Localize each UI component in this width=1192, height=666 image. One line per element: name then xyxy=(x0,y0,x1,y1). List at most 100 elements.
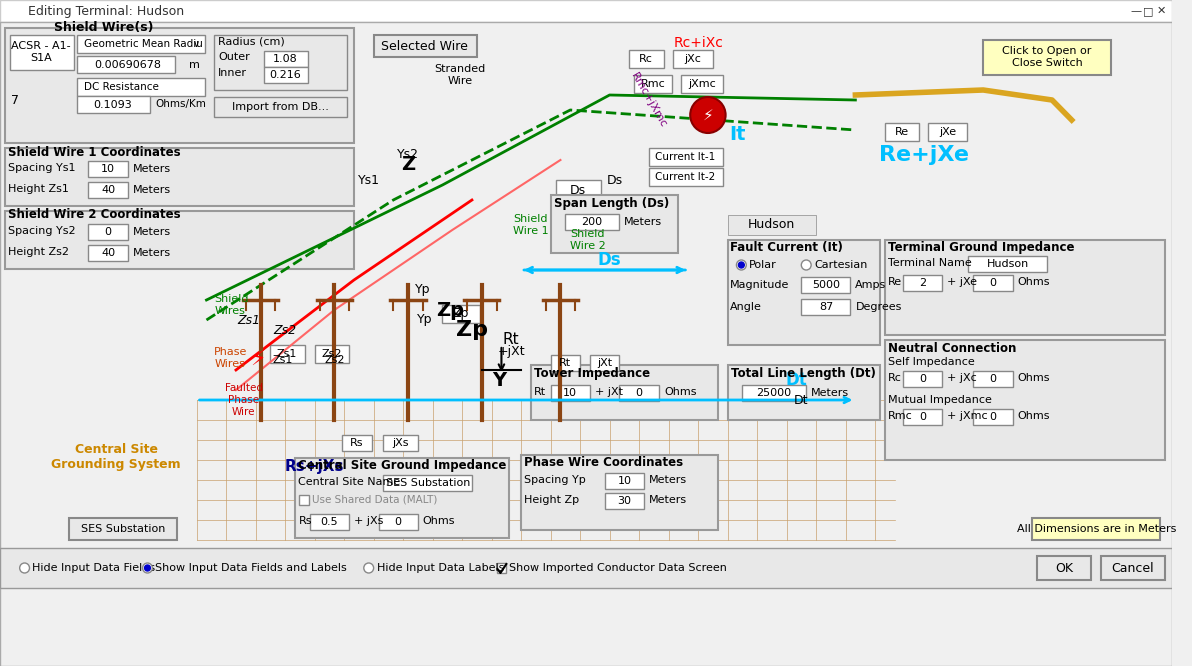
Text: 40: 40 xyxy=(101,248,116,258)
Text: +jXt: +jXt xyxy=(497,346,526,358)
Polygon shape xyxy=(182,380,905,540)
Text: Zp: Zp xyxy=(453,308,470,320)
FancyBboxPatch shape xyxy=(0,22,1172,666)
Text: 0: 0 xyxy=(989,374,997,384)
Text: 5000: 5000 xyxy=(812,280,840,290)
Text: Current It-1: Current It-1 xyxy=(656,152,715,162)
FancyBboxPatch shape xyxy=(373,35,477,57)
FancyBboxPatch shape xyxy=(5,148,354,206)
Text: 0: 0 xyxy=(395,517,402,527)
Text: Outer: Outer xyxy=(218,52,250,62)
Text: Shield
Wire 2: Shield Wire 2 xyxy=(570,229,606,251)
FancyBboxPatch shape xyxy=(1037,556,1092,580)
Text: ⚡: ⚡ xyxy=(702,107,713,123)
FancyBboxPatch shape xyxy=(442,305,480,323)
Text: jXs: jXs xyxy=(392,438,409,448)
FancyBboxPatch shape xyxy=(884,123,919,141)
FancyBboxPatch shape xyxy=(565,214,620,230)
FancyBboxPatch shape xyxy=(648,168,722,186)
Text: Shield Wire 2 Coordinates: Shield Wire 2 Coordinates xyxy=(8,208,180,222)
FancyBboxPatch shape xyxy=(342,435,372,451)
Text: Meters: Meters xyxy=(648,475,687,485)
Text: Phase
Wires: Phase Wires xyxy=(215,347,248,369)
Text: Meters: Meters xyxy=(648,495,687,505)
Text: Meters: Meters xyxy=(132,227,170,237)
FancyBboxPatch shape xyxy=(743,385,806,401)
Text: Zp: Zp xyxy=(436,300,465,320)
Text: Yp: Yp xyxy=(417,314,433,326)
FancyBboxPatch shape xyxy=(884,240,1165,335)
Text: Import from DB...: Import from DB... xyxy=(231,102,329,112)
Text: ACSR - A1-
S1A: ACSR - A1- S1A xyxy=(12,41,72,63)
FancyBboxPatch shape xyxy=(604,493,644,509)
FancyBboxPatch shape xyxy=(384,475,472,491)
Text: DC Resistance: DC Resistance xyxy=(83,82,159,92)
Text: It: It xyxy=(730,125,746,145)
Text: Zs2: Zs2 xyxy=(274,324,297,336)
Text: 0.1093: 0.1093 xyxy=(94,99,132,109)
FancyBboxPatch shape xyxy=(570,60,787,280)
Text: Ohms/Km: Ohms/Km xyxy=(155,99,206,109)
Text: Ohms: Ohms xyxy=(1018,411,1050,421)
FancyBboxPatch shape xyxy=(782,390,821,410)
FancyBboxPatch shape xyxy=(551,385,590,401)
Text: Total Line Length (Dt): Total Line Length (Dt) xyxy=(731,366,875,380)
FancyBboxPatch shape xyxy=(604,473,644,489)
FancyBboxPatch shape xyxy=(215,35,347,90)
Text: 1.08: 1.08 xyxy=(273,54,298,64)
Text: Zs2: Zs2 xyxy=(321,349,342,359)
Text: jXmc: jXmc xyxy=(688,79,716,89)
Circle shape xyxy=(19,563,30,573)
Text: jXt: jXt xyxy=(597,358,613,368)
FancyBboxPatch shape xyxy=(299,495,309,505)
Text: Fault Current (It): Fault Current (It) xyxy=(730,242,843,254)
Text: SES Substation: SES Substation xyxy=(385,478,470,488)
Text: Terminal Name: Terminal Name xyxy=(888,258,971,268)
Text: Height Zp: Height Zp xyxy=(524,495,579,505)
Text: Height Zs1: Height Zs1 xyxy=(8,184,69,194)
Text: Mutual Impedance: Mutual Impedance xyxy=(888,395,992,405)
Text: Yp: Yp xyxy=(415,284,430,296)
FancyBboxPatch shape xyxy=(590,355,620,371)
Text: Meters: Meters xyxy=(132,185,170,195)
FancyBboxPatch shape xyxy=(294,458,509,538)
Text: Angle: Angle xyxy=(730,302,762,312)
Text: + jXt: + jXt xyxy=(595,387,623,397)
Text: Editing Terminal: Hudson: Editing Terminal: Hudson xyxy=(27,5,184,17)
FancyBboxPatch shape xyxy=(551,195,678,253)
Text: Click to Open or
Close Switch: Click to Open or Close Switch xyxy=(1002,46,1092,68)
Text: + jXmc: + jXmc xyxy=(946,411,987,421)
Text: Phase Wire Coordinates: Phase Wire Coordinates xyxy=(524,456,683,468)
Text: 2: 2 xyxy=(919,278,926,288)
Polygon shape xyxy=(182,270,905,540)
FancyBboxPatch shape xyxy=(902,275,942,291)
Text: + jXs: + jXs xyxy=(354,516,384,526)
Circle shape xyxy=(144,565,150,571)
FancyBboxPatch shape xyxy=(727,240,880,345)
FancyBboxPatch shape xyxy=(648,148,722,166)
Circle shape xyxy=(801,260,811,270)
Text: Dt: Dt xyxy=(794,394,808,406)
Text: 0: 0 xyxy=(919,374,926,384)
Text: Zs1: Zs1 xyxy=(237,314,260,326)
Text: Shield
Wires: Shield Wires xyxy=(215,294,249,316)
Text: Rs: Rs xyxy=(299,516,312,526)
Text: Tower Impedance: Tower Impedance xyxy=(534,366,650,380)
Text: Central Site Ground Impedance: Central Site Ground Impedance xyxy=(298,460,507,472)
Text: 200: 200 xyxy=(582,217,602,227)
Text: Ohms: Ohms xyxy=(1018,277,1050,287)
Text: Rc: Rc xyxy=(639,54,653,64)
Text: Span Length (Ds): Span Length (Ds) xyxy=(553,196,669,210)
FancyBboxPatch shape xyxy=(974,275,1013,291)
Text: 0.5: 0.5 xyxy=(321,517,339,527)
Text: Magnitude: Magnitude xyxy=(730,280,789,290)
FancyBboxPatch shape xyxy=(76,96,150,113)
FancyBboxPatch shape xyxy=(497,563,507,573)
FancyBboxPatch shape xyxy=(551,355,581,371)
Text: 0.216: 0.216 xyxy=(269,70,302,80)
Text: Central Site
Grounding System: Central Site Grounding System xyxy=(51,443,181,471)
Text: Hide Input Data Labels: Hide Input Data Labels xyxy=(377,563,504,573)
Text: Selected Wire: Selected Wire xyxy=(381,39,468,53)
FancyBboxPatch shape xyxy=(379,514,418,530)
FancyBboxPatch shape xyxy=(5,28,354,143)
